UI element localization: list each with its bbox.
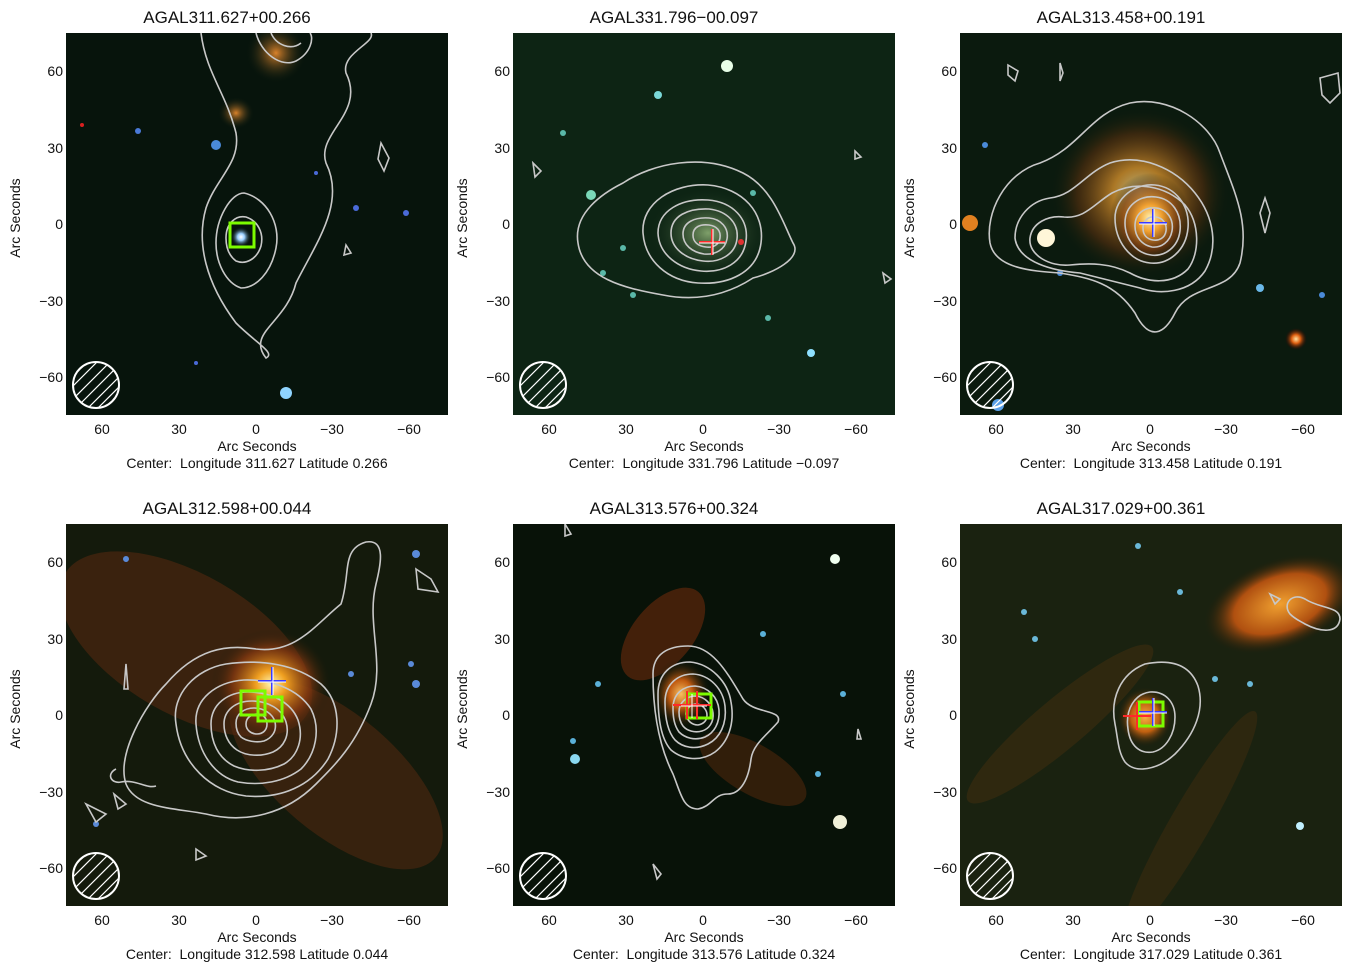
y-axis-label: Arc Seconds — [454, 178, 470, 258]
y-axis-label: Arc Seconds — [7, 178, 23, 258]
x-tick: −30 — [320, 912, 344, 928]
y-tick: −60 — [933, 369, 957, 385]
beam-icon — [72, 361, 120, 409]
x-tick: 60 — [541, 421, 557, 437]
y-tick: 60 — [494, 554, 510, 570]
astronomical-image — [513, 524, 895, 906]
x-tick: 60 — [541, 912, 557, 928]
x-tick: 0 — [1146, 421, 1154, 437]
x-tick: 60 — [988, 912, 1004, 928]
x-tick: −30 — [767, 421, 791, 437]
y-tick: 60 — [941, 554, 957, 570]
y-tick: 30 — [494, 140, 510, 156]
panel-6: AGAL317.029+00.361 Arc Seconds 60 30 0 −… — [901, 499, 1342, 979]
y-tick: 30 — [47, 631, 63, 647]
x-tick: 60 — [988, 421, 1004, 437]
y-tick: 0 — [949, 216, 957, 232]
x-tick: 30 — [618, 421, 634, 437]
x-axis-label: Arc Seconds — [664, 929, 744, 945]
x-tick: 0 — [699, 912, 707, 928]
x-tick: −60 — [397, 912, 421, 928]
x-tick: 30 — [171, 912, 187, 928]
panel-5: AGAL313.576+00.324 Arc Seconds 60 30 0 −… — [454, 499, 895, 979]
y-tick: 0 — [55, 707, 63, 723]
y-tick: −30 — [39, 784, 63, 800]
y-tick: −30 — [933, 293, 957, 309]
x-tick: 0 — [252, 421, 260, 437]
panel-title: AGAL331.796−00.097 — [589, 8, 759, 27]
center-coordinates: Center: Longitude 317.029 Latitude 0.361 — [1019, 946, 1283, 962]
y-tick: 30 — [47, 140, 63, 156]
y-tick: −30 — [933, 784, 957, 800]
center-coordinates: Center: Longitude 312.598 Latitude 0.044 — [125, 946, 389, 962]
x-tick: −30 — [1214, 912, 1238, 928]
astronomical-image — [513, 33, 895, 415]
y-tick: −60 — [39, 369, 63, 385]
x-tick: −30 — [767, 912, 791, 928]
x-axis-label: Arc Seconds — [664, 438, 744, 454]
y-axis-label: Arc Seconds — [7, 669, 23, 749]
y-axis-label: Arc Seconds — [454, 669, 470, 749]
x-tick: −30 — [320, 421, 344, 437]
x-axis-label: Arc Seconds — [1111, 438, 1191, 454]
center-coordinates: Center: Longitude 313.458 Latitude 0.191 — [1019, 455, 1283, 471]
x-axis-label: Arc Seconds — [217, 438, 297, 454]
x-tick: 30 — [618, 912, 634, 928]
panel-2: AGAL331.796−00.097 Arc Seconds 60 30 0 −… — [454, 8, 895, 488]
y-tick: 30 — [941, 140, 957, 156]
y-tick: 0 — [502, 707, 510, 723]
y-tick: 0 — [949, 707, 957, 723]
astronomical-image — [960, 524, 1342, 906]
x-tick: 30 — [1065, 421, 1081, 437]
x-tick: 30 — [1065, 912, 1081, 928]
y-tick: 30 — [494, 631, 510, 647]
center-coordinates: Center: Longitude 311.627 Latitude 0.266 — [126, 455, 388, 471]
astronomical-image — [66, 524, 448, 906]
x-axis-label: Arc Seconds — [1111, 929, 1191, 945]
x-tick: −60 — [397, 421, 421, 437]
y-tick: −30 — [486, 293, 510, 309]
y-tick: 60 — [47, 63, 63, 79]
panel-4: AGAL312.598+00.044 Arc Seconds 60 30 0 −… — [7, 499, 448, 979]
center-coordinates: Center: Longitude 331.796 Latitude −0.09… — [568, 455, 840, 471]
y-tick: 0 — [502, 216, 510, 232]
y-tick: 0 — [55, 216, 63, 232]
y-tick: 60 — [941, 63, 957, 79]
panel-title: AGAL313.458+00.191 — [1036, 8, 1206, 27]
panel-title: AGAL311.627+00.266 — [143, 8, 311, 27]
y-axis-label: Arc Seconds — [901, 178, 917, 258]
x-axis-label: Arc Seconds — [217, 929, 297, 945]
x-tick: −30 — [1214, 421, 1238, 437]
x-tick: 0 — [699, 421, 707, 437]
y-tick: −60 — [39, 860, 63, 876]
x-tick: −60 — [1291, 421, 1315, 437]
y-tick: −30 — [486, 784, 510, 800]
panel-1: AGAL311.627+00.266 Arc Seconds 60 30 0 −… — [7, 8, 448, 488]
x-tick: 30 — [171, 421, 187, 437]
panel-title: AGAL317.029+00.361 — [1036, 499, 1206, 518]
y-tick: −60 — [933, 860, 957, 876]
beam-icon — [519, 852, 567, 900]
y-tick: −30 — [39, 293, 63, 309]
x-tick: 60 — [94, 912, 110, 928]
panel-3: AGAL313.458+00.191 Arc Seconds 60 30 0 −… — [901, 8, 1342, 488]
y-tick: −60 — [486, 860, 510, 876]
x-tick: −60 — [1291, 912, 1315, 928]
center-coordinates: Center: Longitude 313.576 Latitude 0.324 — [572, 946, 836, 962]
y-tick: −60 — [486, 369, 510, 385]
x-tick: 0 — [252, 912, 260, 928]
astronomical-image — [66, 33, 448, 415]
x-tick: −60 — [844, 421, 868, 437]
y-axis-label: Arc Seconds — [901, 669, 917, 749]
y-tick: 60 — [494, 63, 510, 79]
x-tick: 0 — [1146, 912, 1154, 928]
y-tick: 30 — [941, 631, 957, 647]
panel-title: AGAL312.598+00.044 — [142, 499, 312, 518]
x-tick: −60 — [844, 912, 868, 928]
astronomical-image — [960, 33, 1342, 415]
x-tick: 60 — [94, 421, 110, 437]
panel-title: AGAL313.576+00.324 — [589, 499, 759, 518]
y-tick: 60 — [47, 554, 63, 570]
